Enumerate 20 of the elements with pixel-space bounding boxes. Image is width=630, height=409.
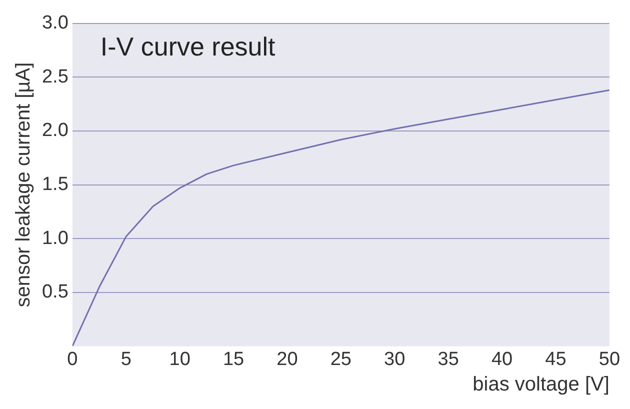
x-tick-label: 10 [169,348,190,370]
x-tick-label: 30 [384,348,406,370]
x-tick-label: 25 [330,348,352,370]
y-axis-title: sensor leakage current [µA] [12,62,35,308]
chart-title: I-V curve result [100,32,276,62]
x-tick-label: 20 [276,348,298,370]
x-tick-label: 5 [120,348,132,370]
x-axis-title: bias voltage [V] [472,374,610,396]
y-tick-label: 1.5 [42,174,68,196]
y-tick-label: 2.5 [42,66,68,88]
x-tick-label: 40 [491,348,513,370]
x-tick-label: 0 [67,348,78,370]
x-tick-label: 35 [438,348,459,370]
y-tick-label: 2.0 [42,120,68,142]
x-tick-label: 50 [598,348,620,370]
x-tick-label: 45 [545,348,566,370]
y-tick-label: 1.0 [42,228,68,249]
y-tick-label: 3.0 [42,12,68,34]
y-tick-label: 0.5 [42,282,68,303]
x-tick-label: 15 [222,348,244,370]
